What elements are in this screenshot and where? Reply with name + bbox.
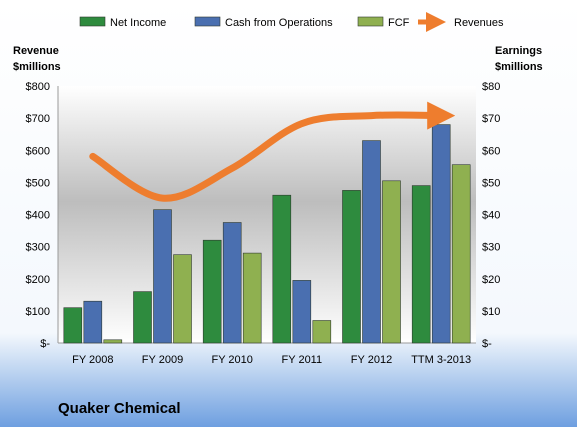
- left-axis-label: Revenue: [13, 45, 59, 57]
- legend-label-net-income: Net Income: [110, 17, 166, 29]
- legend-swatch-net-income: [79, 16, 106, 27]
- legend-swatch-fcf: [357, 16, 384, 27]
- bar-fcf-ttm-3-2013: [451, 164, 471, 344]
- bar-fcf-fy-2012: [382, 180, 401, 344]
- x-tick-label: FY 2012: [351, 354, 392, 366]
- right-tick-label: $40: [482, 210, 500, 222]
- x-tick-label: TTM 3-2013: [411, 354, 471, 366]
- right-tick-label: $70: [482, 113, 500, 125]
- bar-cash-from-operations-fy-2010: [222, 222, 242, 344]
- legend-label-fcf: FCF: [388, 17, 410, 29]
- left-tick-label: $600: [26, 145, 50, 157]
- right-tick-label: $20: [482, 274, 500, 286]
- left-tick-label: $300: [26, 242, 50, 254]
- left-tick-label: $200: [26, 274, 50, 286]
- right-tick-label: $10: [482, 306, 500, 318]
- bar-net-income-fy-2012: [342, 190, 361, 344]
- legend-label-revenues: Revenues: [454, 17, 504, 29]
- right-tick-label: $80: [482, 81, 500, 93]
- axes-layer: $- $100 $200 $300 $400 $500 $600 $700 $800 $- $10 $…: [13, 45, 543, 366]
- left-tick-label: $400: [26, 210, 50, 222]
- bar-cash-from-operations-ttm-3-2013: [431, 124, 451, 344]
- x-tick-label: FY 2010: [211, 354, 252, 366]
- left-tick-label: $100: [26, 306, 50, 318]
- line-revenues: [89, 101, 456, 202]
- right-tick-label: $-: [482, 338, 492, 350]
- legend: Net Income Cash from Operations FCF Revenue…: [79, 12, 504, 32]
- right-axis-label: Earnings: [495, 45, 542, 57]
- bar-net-income-fy-2011: [272, 194, 292, 344]
- bar-fcf-fy-2010: [242, 252, 262, 344]
- chart-title: Quaker Chemical: [58, 400, 181, 417]
- bar-fcf-fy-2009: [173, 254, 192, 344]
- x-tick-label: FY 2008: [72, 354, 113, 366]
- bar-net-income-fy-2008: [63, 307, 83, 344]
- legend-label-cash-from-operations: Cash from Operations: [225, 17, 333, 29]
- left-tick-label: $500: [26, 177, 50, 189]
- left-tick-label: $800: [26, 81, 50, 93]
- bar-fcf-fy-2011: [312, 320, 332, 344]
- bars-layer: [63, 124, 471, 344]
- left-tick-label: $-: [40, 338, 50, 350]
- revenue-line-layer: [89, 101, 456, 202]
- legend-swatch-cash-from-operations: [194, 16, 221, 27]
- x-tick-label: FY 2011: [282, 354, 323, 366]
- bar-cash-from-operations-fy-2009: [153, 209, 172, 344]
- right-tick-label: $30: [482, 242, 500, 254]
- bar-net-income-fy-2010: [202, 239, 222, 344]
- bar-cash-from-operations-fy-2011: [292, 280, 312, 344]
- bar-fcf-fy-2008: [103, 339, 123, 344]
- bar-net-income-fy-2009: [133, 291, 152, 344]
- right-axis-label: $millions: [495, 61, 543, 73]
- right-tick-label: $50: [482, 177, 500, 189]
- left-axis-label: $millions: [13, 61, 61, 73]
- right-tick-label: $60: [482, 145, 500, 157]
- plot-area: [58, 86, 476, 343]
- x-tick-label: FY 2009: [142, 354, 183, 366]
- bar-cash-from-operations-fy-2008: [83, 300, 103, 344]
- bar-net-income-ttm-3-2013: [411, 185, 431, 344]
- bar-cash-from-operations-fy-2012: [362, 140, 381, 344]
- left-tick-label: $700: [26, 113, 50, 125]
